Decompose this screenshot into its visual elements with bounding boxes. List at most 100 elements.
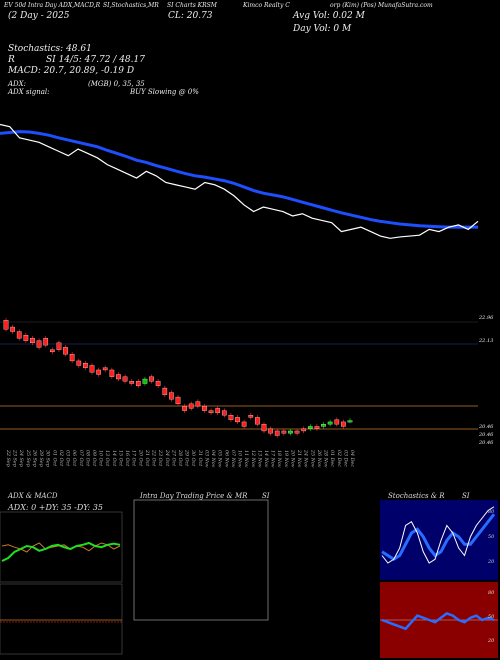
- x-tick-label: 28 Nov: [323, 449, 329, 468]
- header-company: Kimco Realty C: [243, 2, 290, 9]
- x-tick-label: 01 Dec: [329, 450, 335, 467]
- day-volume: Day Vol: 0 M: [293, 24, 352, 34]
- candle-body: [261, 424, 267, 432]
- candle-body: [341, 421, 346, 427]
- signal-text: BUY Slowing @ 0%: [130, 88, 199, 96]
- x-tick-label: 17 Oct: [131, 450, 137, 466]
- x-tick-label: 13 Oct: [104, 450, 110, 466]
- x-tick-label: 30 Oct: [190, 450, 196, 466]
- price-tick-low1: 20.46: [479, 424, 494, 430]
- x-tick-label: 22 Oct: [151, 449, 157, 466]
- rsi-tick: 50: [488, 614, 495, 620]
- header-title-c: SI Charts KRSM: [167, 2, 217, 9]
- candle-body: [3, 320, 9, 330]
- x-tick-label: 21 Nov: [296, 449, 302, 468]
- candle-body: [274, 430, 280, 436]
- candle-body: [221, 410, 227, 416]
- mrsi-panel: [133, 499, 269, 621]
- date-label: (2 Day - 2025: [8, 11, 70, 21]
- candle-body: [248, 414, 254, 418]
- stoch-tick: 50: [488, 534, 495, 540]
- candle-body: [255, 417, 260, 425]
- x-tick-label: 24 Nov: [303, 449, 309, 468]
- header-title: EV 50d Intra Day ADX,MACD,R: [4, 2, 101, 9]
- candle-body: [30, 338, 35, 344]
- candle-body: [36, 340, 42, 348]
- x-tick-label: 31 Oct: [197, 450, 203, 466]
- candle-body: [268, 428, 273, 434]
- candle-body: [294, 430, 300, 434]
- candle-body: [23, 335, 29, 341]
- price-line: [0, 123, 479, 239]
- x-tick-label: 06 Oct: [71, 450, 77, 466]
- header-company-b: orp (Kim) (Pos) MunafaSutra.com: [330, 2, 433, 9]
- rsi-prefix: R: [8, 55, 15, 65]
- candle-body: [135, 381, 141, 386]
- x-tick-label: 06 Nov: [223, 450, 229, 468]
- candle-body: [188, 403, 194, 409]
- x-tick-label: 22 Sep: [5, 449, 11, 467]
- ema-line: [0, 130, 478, 229]
- candle-body: [175, 396, 181, 405]
- candle-body: [122, 376, 128, 382]
- candle-body: [202, 405, 207, 411]
- candle-body: [162, 387, 168, 395]
- x-tick-label: 26 Sep: [31, 449, 37, 467]
- x-tick-label: 11 Nov: [243, 450, 249, 468]
- candle-body: [142, 378, 148, 384]
- x-tick-label: 02 Dec: [336, 450, 342, 467]
- stoch-k-line: [381, 506, 495, 564]
- rsi-tick: 20: [487, 638, 495, 644]
- mrsi-panel-title-b: SI: [262, 492, 270, 500]
- x-tick-label: 04 Dec: [349, 450, 355, 467]
- stoch-panel-title-b: SI: [462, 492, 470, 500]
- rsi-readout: SI 14/5: 47.72 / 48.17: [46, 55, 145, 65]
- candle-body: [288, 430, 293, 434]
- rsi-tick: 80: [488, 590, 495, 596]
- candle-body: [69, 353, 75, 362]
- x-tick-label: 16 Oct: [124, 450, 130, 466]
- x-tick-label: 20 Oct: [137, 449, 143, 466]
- adx-readout: ADX:: [8, 80, 27, 88]
- x-tick-label: 23 Sep: [12, 449, 18, 467]
- x-tick-label: 25 Sep: [25, 449, 31, 467]
- avg-volume: Avg Vol: 0.02 M: [293, 11, 365, 21]
- candle-body: [63, 347, 68, 355]
- candle-body: [96, 369, 101, 375]
- candle-body: [155, 381, 161, 386]
- x-tick-label: 20 Nov: [289, 449, 295, 468]
- header-title-b: SI,Stochastics,MR: [103, 2, 159, 9]
- candle-body: [149, 376, 154, 382]
- candle-body: [56, 342, 62, 350]
- x-tick-label: 26 Nov: [316, 449, 322, 468]
- x-tick-label: 02 Oct: [58, 450, 64, 466]
- x-tick-label: 18 Nov: [276, 450, 282, 468]
- candle-body: [129, 381, 135, 384]
- x-tick-label: 29 Oct: [184, 449, 190, 466]
- candle-body: [116, 374, 121, 380]
- candle-body: [195, 401, 201, 407]
- x-tick-label: 27 Oct: [170, 449, 176, 466]
- x-tick-label: 03 Oct: [65, 450, 71, 466]
- x-tick-label: 07 Nov: [230, 450, 236, 468]
- x-tick-label: 23 Oct: [157, 449, 163, 466]
- candle-body: [89, 365, 95, 373]
- candle-body: [169, 392, 174, 400]
- adx-mid-readout: (MGB) 0, 35, 35: [88, 80, 145, 88]
- candle-body: [307, 426, 313, 429]
- candle-body: [109, 369, 115, 377]
- x-tick-label: 25 Nov: [309, 449, 315, 468]
- price-tick-top: 22.96: [479, 315, 494, 321]
- x-tick-label: 30 Sep: [45, 450, 51, 467]
- x-tick-label: 21 Oct: [144, 449, 150, 466]
- candle-body: [208, 410, 214, 414]
- candle-body: [228, 414, 234, 420]
- price-tick-low2: 20.46: [479, 432, 494, 438]
- macd-readout: MACD: 20.7, 20.89, -0.19 D: [8, 66, 135, 76]
- x-tick-label: 12 Nov: [250, 450, 256, 468]
- x-tick-label: 03 Dec: [342, 450, 348, 467]
- candle-body: [334, 419, 340, 425]
- stoch-d-line: [381, 513, 496, 562]
- x-tick-label: 10 Nov: [237, 450, 243, 468]
- candle-body: [16, 331, 22, 339]
